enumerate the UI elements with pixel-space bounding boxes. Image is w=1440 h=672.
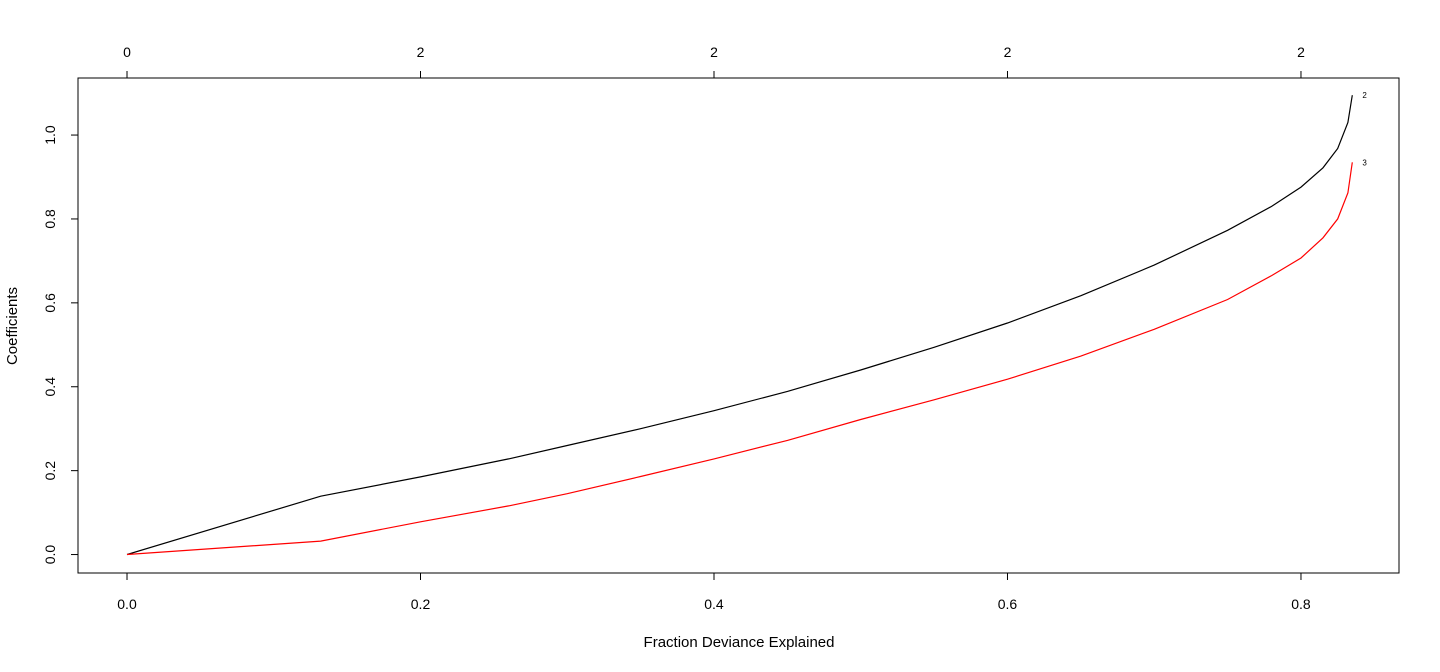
x-axis-bottom: 0.0 0.2 0.4 0.6 0.8 xyxy=(117,572,1311,612)
x-tick-label: 0.2 xyxy=(411,596,431,612)
y-tick-label: 0.2 xyxy=(42,461,58,481)
top-tick-label: 2 xyxy=(1004,44,1012,60)
top-tick-label: 0 xyxy=(123,44,131,60)
series-line-2 xyxy=(126,95,1353,556)
x-axis-top: 0 2 2 2 2 xyxy=(123,44,1305,79)
y-axis-left: 0.0 0.2 0.4 0.6 0.8 1.0 xyxy=(42,125,79,565)
y-tick-label: 0.8 xyxy=(42,209,58,229)
x-tick-label: 0.4 xyxy=(704,596,724,612)
x-tick-label: 0.0 xyxy=(117,596,137,612)
top-tick-label: 2 xyxy=(417,44,425,60)
x-tick-label: 0.6 xyxy=(998,596,1018,612)
curve-end-label: 2 xyxy=(1362,91,1367,100)
y-tick-label: 0.6 xyxy=(42,293,58,313)
y-tick-label: 0.4 xyxy=(42,377,58,397)
top-tick-label: 2 xyxy=(1297,44,1305,60)
series-layer xyxy=(126,95,1353,556)
top-tick-label: 2 xyxy=(710,44,718,60)
curve-label-layer: 23 xyxy=(1362,91,1367,167)
series-line-3 xyxy=(126,162,1353,556)
y-axis-title: Coefficients xyxy=(4,287,21,365)
x-tick-label: 0.8 xyxy=(1291,596,1311,612)
plot-area-frame xyxy=(77,77,1400,574)
curve-end-label: 3 xyxy=(1362,158,1367,167)
y-tick-label: 1.0 xyxy=(42,125,58,145)
x-axis-title: Fraction Deviance Explained xyxy=(644,634,835,651)
y-tick-label: 0.0 xyxy=(42,545,58,565)
